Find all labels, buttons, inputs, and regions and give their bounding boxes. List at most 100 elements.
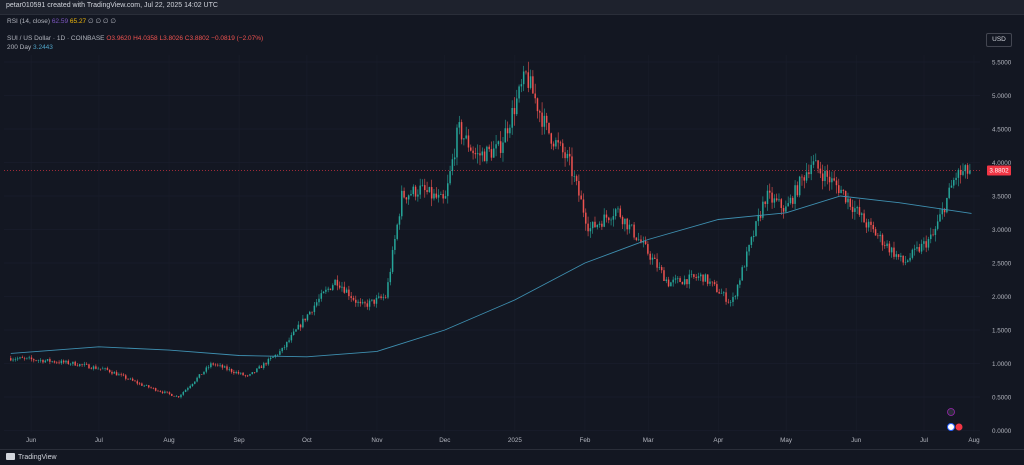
- candle-body: [877, 235, 879, 237]
- candle-body: [141, 383, 143, 386]
- candle-body: [42, 359, 44, 363]
- price-chart[interactable]: Jun Jul Aug Sep Oct Nov Dec 2025 Feb Mar Apr May Jun…: [0, 0, 1024, 449]
- candle-body: [568, 153, 571, 157]
- candle-body: [644, 241, 647, 245]
- candle-body: [881, 234, 884, 246]
- candle-body: [200, 374, 203, 375]
- candle-body: [470, 147, 472, 151]
- candle-body: [382, 297, 385, 298]
- y-tick-label: 2.5000: [992, 260, 1012, 267]
- candle-body: [161, 391, 164, 393]
- candle-body: [539, 111, 541, 113]
- candle-body: [757, 214, 760, 222]
- candle-body: [677, 278, 679, 279]
- candle-body: [320, 293, 323, 299]
- candle-body: [886, 243, 888, 247]
- candle-body: [67, 360, 70, 364]
- candle-body: [812, 161, 815, 165]
- candle-body: [46, 359, 49, 361]
- candle-body: [709, 281, 711, 284]
- rsi-extra: ∅ ∅ ∅ ∅: [88, 18, 117, 25]
- candle-body: [371, 299, 373, 301]
- y-tick-label: 2.0000: [992, 294, 1012, 301]
- candle-body: [488, 146, 490, 150]
- candle-body: [511, 108, 513, 128]
- currency-button[interactable]: USD: [986, 33, 1012, 47]
- candle-body: [548, 122, 550, 134]
- candle-body: [624, 218, 626, 225]
- candle-body: [157, 390, 159, 392]
- symbol-legend: SUI / US Dollar · 1D · COINBASE O3.9620 …: [7, 35, 263, 42]
- candle-body: [177, 396, 180, 398]
- candle-body: [309, 311, 311, 315]
- x-tick-label: Jul: [95, 437, 103, 444]
- candle-body: [249, 374, 251, 376]
- candle-body: [444, 196, 447, 199]
- candle-body: [205, 367, 208, 372]
- candle-body: [345, 289, 348, 293]
- candle-body: [283, 347, 286, 348]
- candle-body: [580, 195, 582, 200]
- candle-body: [479, 153, 481, 156]
- candle-body: [460, 122, 463, 140]
- candle-body: [442, 194, 444, 199]
- candle-body: [380, 296, 382, 298]
- candle-body: [118, 374, 120, 376]
- grid: [4, 55, 980, 432]
- candle-body: [596, 224, 599, 228]
- candle-body: [552, 143, 555, 147]
- candle-body: [102, 368, 104, 370]
- candle-body: [373, 299, 375, 304]
- candle-body: [56, 362, 58, 364]
- candle-body: [872, 224, 875, 230]
- candle-body: [437, 194, 440, 198]
- candle-body: [741, 267, 743, 281]
- candle-body: [396, 224, 398, 240]
- ma-legend: 200 Day 3.2443: [7, 44, 53, 51]
- candle-body: [237, 371, 240, 374]
- candle-body: [654, 257, 656, 259]
- candle-body: [198, 374, 201, 378]
- candle-body: [817, 160, 819, 169]
- candle-body: [513, 108, 516, 115]
- candle-body: [559, 142, 562, 144]
- candle-body: [35, 360, 37, 361]
- candle-body: [718, 292, 720, 294]
- candle-body: [313, 305, 316, 313]
- y-tick-label: 5.0000: [992, 93, 1012, 100]
- candle-body: [879, 234, 881, 237]
- x-tick-label: Oct: [302, 437, 312, 444]
- candle-body: [221, 364, 224, 368]
- candle-body: [472, 150, 474, 154]
- candle-body: [803, 177, 806, 181]
- candle-body: [520, 84, 523, 87]
- candle-body: [585, 212, 587, 224]
- candle-body: [37, 360, 40, 361]
- candle-body: [263, 363, 265, 368]
- candle-body: [828, 176, 831, 183]
- candle-body: [688, 274, 691, 285]
- x-tick-label: Nov: [371, 437, 383, 444]
- ma-label: 200 Day: [7, 44, 32, 51]
- candle-body: [775, 198, 778, 201]
- candle-body: [21, 357, 24, 358]
- x-tick-label: Jun: [851, 437, 862, 444]
- candle-body: [14, 359, 17, 360]
- candle-body: [164, 391, 166, 393]
- candle-body: [720, 293, 723, 294]
- candle-body: [562, 143, 564, 153]
- candle-body: [412, 186, 415, 195]
- candle-body: [23, 357, 26, 359]
- candle-body: [389, 271, 392, 283]
- candle-body: [603, 214, 605, 227]
- candle-body: [785, 206, 787, 212]
- x-tick-label: Mar: [643, 437, 654, 444]
- candle-body: [286, 341, 288, 348]
- candle-body: [322, 291, 325, 294]
- candle-body: [755, 221, 757, 236]
- candle-body: [53, 361, 56, 363]
- candle-body: [920, 243, 923, 252]
- candle-body: [849, 198, 852, 207]
- candle-body: [226, 366, 228, 370]
- candle-body: [253, 372, 256, 373]
